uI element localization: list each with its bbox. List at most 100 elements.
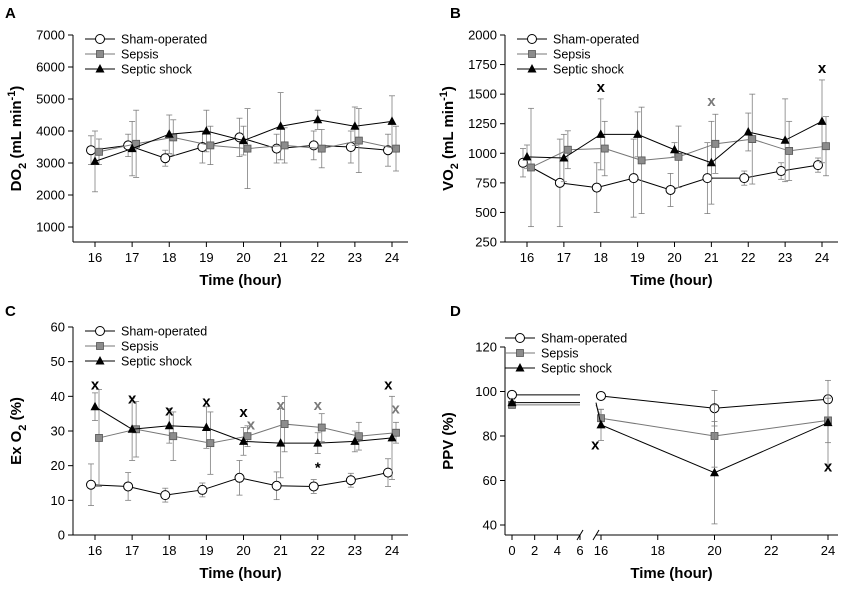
- legend-label-sham: Sham-operated: [121, 325, 207, 339]
- data-point-triangle: [127, 424, 137, 433]
- data-point-triangle: [743, 126, 753, 136]
- y-axis-title-part: 2: [17, 163, 29, 169]
- data-point-circle: [160, 153, 171, 164]
- x-tick-label: 0: [508, 543, 515, 558]
- x-axis-title: Time (hour): [630, 272, 712, 289]
- series-shock: [522, 79, 827, 205]
- y-axis-title-part: 2: [17, 425, 29, 431]
- data-point-triangle: [596, 419, 606, 429]
- significance-marker: x: [91, 376, 100, 393]
- data-point-triangle: [350, 121, 360, 130]
- data-point-triangle: [350, 436, 360, 445]
- legend-marker-square: [96, 50, 104, 58]
- y-tick-label: 250: [475, 235, 497, 250]
- data-point-triangle: [313, 438, 323, 447]
- axis-break-mark: [592, 529, 600, 541]
- y-tick-label: 1000: [468, 146, 497, 161]
- x-tick-label: 17: [125, 543, 139, 558]
- data-point-triangle: [164, 420, 174, 430]
- data-point-triangle: [780, 135, 790, 144]
- y-tick-label: 120: [475, 340, 497, 355]
- legend-marker-square: [528, 50, 536, 58]
- legend-marker-triangle: [95, 356, 105, 365]
- x-tick-label: 20: [667, 250, 681, 265]
- data-point-square: [243, 144, 252, 153]
- data-point-square: [711, 139, 720, 148]
- y-tick-label: 20: [51, 458, 65, 473]
- series-sham: [86, 458, 393, 506]
- data-point-square: [563, 145, 572, 154]
- x-tick-label: 18: [594, 250, 608, 265]
- data-point-circle: [739, 173, 750, 184]
- data-point-circle: [813, 160, 823, 171]
- data-point-square: [392, 428, 400, 437]
- x-tick-label: 22: [741, 250, 755, 265]
- significance-marker: x: [818, 60, 827, 77]
- series-sham: [507, 389, 833, 427]
- significance-marker: x: [202, 394, 211, 411]
- y-tick-label: 5000: [36, 92, 65, 107]
- x-axis-title: Time (hour): [630, 565, 712, 582]
- x-tick-label: 17: [125, 250, 139, 265]
- significance-marker: x: [597, 79, 606, 96]
- data-point-circle: [665, 184, 676, 195]
- legend-label-shock: Septic shock: [121, 355, 193, 369]
- series-sepsis: [508, 397, 832, 468]
- significance-marker: x: [239, 404, 248, 421]
- data-point-triangle: [276, 121, 286, 130]
- panel-letter: C: [5, 303, 16, 320]
- y-tick-label: 2000: [36, 188, 65, 203]
- y-axis-title-part: ): [8, 86, 25, 91]
- data-point-triangle: [90, 401, 100, 411]
- data-point-circle: [123, 481, 134, 492]
- data-point-circle: [197, 484, 208, 495]
- series-sham: [86, 117, 393, 167]
- panel-letter: B: [450, 5, 461, 22]
- data-point-square: [354, 432, 363, 441]
- data-point-triangle: [164, 129, 174, 138]
- y-tick-label: 60: [51, 320, 65, 335]
- data-point-square: [317, 423, 326, 432]
- data-point-square: [392, 144, 400, 153]
- data-point-triangle: [596, 129, 606, 138]
- data-point-triangle: [633, 129, 643, 138]
- data-point-circle: [86, 145, 96, 156]
- series-sepsis: [95, 108, 400, 190]
- x-tick-label: 23: [778, 250, 792, 265]
- significance-marker: x: [707, 93, 716, 110]
- data-point-triangle: [823, 417, 833, 427]
- data-point-triangle: [276, 438, 286, 447]
- x-tick-label: 22: [311, 543, 325, 558]
- data-point-circle: [554, 177, 565, 188]
- significance-marker: x: [314, 397, 323, 414]
- legend-label-sham: Sham-operated: [121, 33, 207, 47]
- data-point-square: [280, 141, 289, 150]
- series-shock: [90, 92, 397, 193]
- y-axis-title-part: VO: [440, 169, 457, 191]
- data-point-circle: [86, 479, 96, 490]
- x-tick-label: 20: [236, 250, 250, 265]
- y-axis-title: DO2 (mL min-1): [6, 86, 29, 192]
- y-tick-label: 0: [58, 528, 65, 543]
- y-axis-title-part: ): [440, 86, 457, 91]
- y-tick-label: 30: [51, 424, 65, 439]
- significance-marker: *: [315, 460, 321, 477]
- y-tick-label: 2000: [468, 28, 497, 43]
- data-point-square: [527, 163, 535, 172]
- x-tick-label: 24: [815, 250, 829, 265]
- x-tick-label: 21: [704, 250, 718, 265]
- data-point-square: [637, 156, 646, 165]
- x-tick-label: 16: [594, 543, 608, 558]
- x-tick-label: 6: [576, 543, 583, 558]
- legend-marker-triangle: [527, 64, 537, 73]
- data-point-circle: [160, 490, 171, 501]
- y-tick-label: 40: [483, 518, 497, 533]
- x-tick-label: 20: [707, 543, 721, 558]
- data-point-circle: [308, 481, 319, 492]
- x-tick-label: 4: [554, 543, 561, 558]
- x-axis-title: Time (hour): [199, 565, 281, 582]
